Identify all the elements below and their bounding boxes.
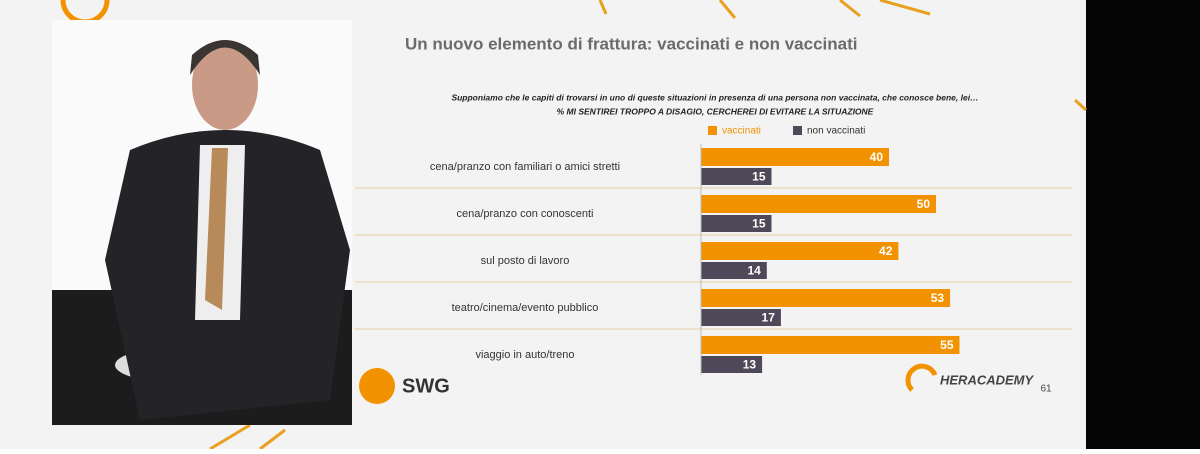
value-label: 15 xyxy=(752,217,766,231)
subtitle: Supponiamo che le capiti di trovarsi in … xyxy=(451,92,978,102)
bar xyxy=(701,195,936,213)
black-border xyxy=(1086,0,1200,449)
bar xyxy=(701,289,951,307)
value-label: 40 xyxy=(870,150,884,164)
page-number: 61 xyxy=(1040,384,1052,395)
speaker-head xyxy=(192,40,258,130)
chart-title: Un nuovo elemento di frattura: vaccinati… xyxy=(405,34,857,53)
decor-lines xyxy=(598,0,1088,112)
value-label: 53 xyxy=(931,291,945,305)
legend-swatch xyxy=(708,126,717,135)
value-label: 15 xyxy=(752,170,766,184)
bar xyxy=(701,309,781,326)
value-label: 13 xyxy=(743,358,757,372)
heracademy-logo: HERACADEMY xyxy=(940,372,1035,387)
bar xyxy=(701,356,763,373)
bar xyxy=(701,215,772,232)
swg-logo-icon xyxy=(359,368,395,404)
value-label: 14 xyxy=(747,264,761,278)
subtitle: % MI SENTIREI TROPPO A DISAGIO, CERCHERE… xyxy=(557,106,874,116)
value-label: 42 xyxy=(879,244,893,258)
speaker-tie xyxy=(205,148,228,310)
category-label: sul posto di lavoro xyxy=(481,255,570,267)
category-label: cena/pranzo con familiari o amici strett… xyxy=(430,161,620,173)
value-label: 50 xyxy=(917,197,931,211)
value-label: 55 xyxy=(940,338,954,352)
value-label: 17 xyxy=(762,311,776,325)
bar xyxy=(701,336,960,354)
bar xyxy=(701,148,889,166)
category-label: viaggio in auto/treno xyxy=(475,349,574,361)
bar xyxy=(701,168,772,185)
bar xyxy=(701,262,767,279)
category-label: cena/pranzo con conoscenti xyxy=(457,208,594,220)
category-label: teatro/cinema/evento pubblico xyxy=(452,302,599,314)
legend-label: non vaccinati xyxy=(807,126,865,137)
decor-lines xyxy=(209,423,286,451)
speaker-hair xyxy=(190,40,260,75)
heracademy-icon xyxy=(905,363,938,392)
bar xyxy=(701,242,899,260)
legend-swatch xyxy=(793,126,802,135)
legend-label: vaccinati xyxy=(722,126,761,137)
swg-logo: SWG xyxy=(402,375,450,397)
